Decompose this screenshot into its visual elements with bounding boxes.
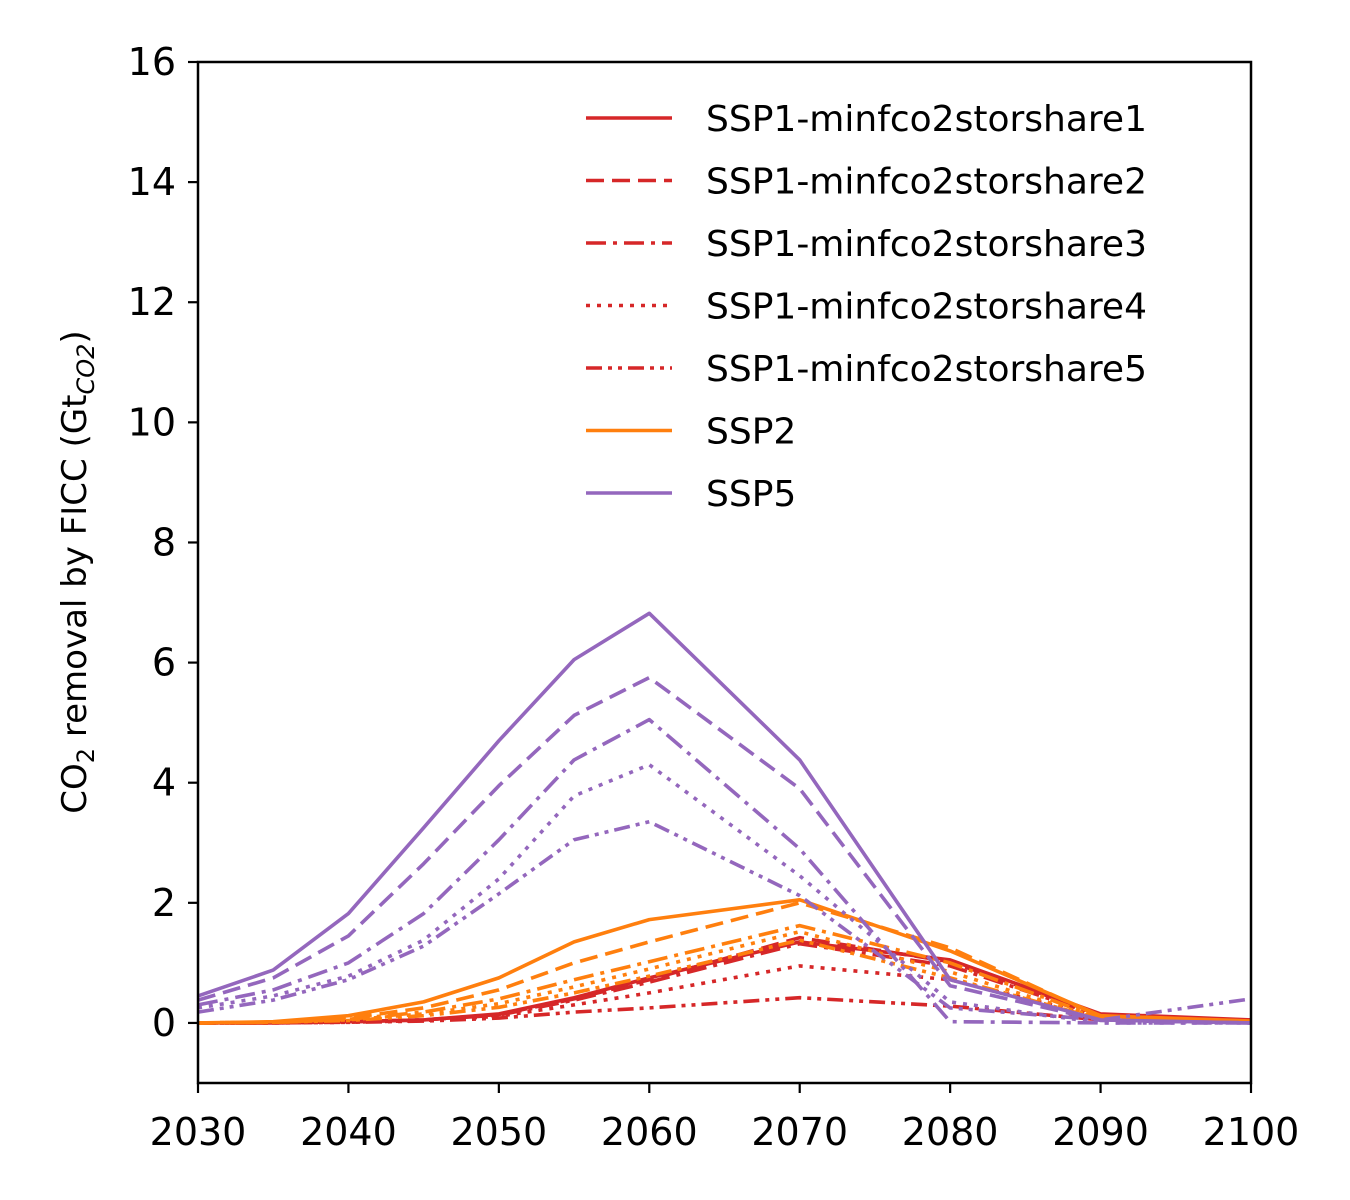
y-tick-label: 0 bbox=[152, 1001, 176, 1045]
y-tick-label: 2 bbox=[152, 881, 176, 925]
y-axis-label: CO2 removal by FICC (GtCO2) bbox=[55, 330, 100, 813]
series-layer bbox=[197, 611, 1252, 1025]
legend-label-1: SSP1-minfco2storshare2 bbox=[706, 162, 1147, 203]
y-label-main: CO bbox=[55, 763, 95, 814]
y-tick-label: 14 bbox=[128, 160, 176, 204]
x-tick-label: 2080 bbox=[902, 1110, 999, 1154]
y-label-sub: 2 bbox=[72, 748, 100, 763]
legend-label-5: SSP2 bbox=[706, 412, 796, 453]
ticks-layer: 2030 2040 2050 2060 2070 2080 2090 2100 0 2 4 6 8 10 1… bbox=[128, 40, 1300, 1154]
y-label-close: ) bbox=[55, 330, 95, 343]
series-line-1 bbox=[198, 935, 1252, 1025]
x-tick-label: 2040 bbox=[300, 1110, 397, 1154]
legend-label-10: SSP5 bbox=[706, 474, 796, 515]
x-tick-label: 2100 bbox=[1203, 1110, 1300, 1154]
series-line-12 bbox=[197, 717, 1251, 1025]
x-tick-label: 2030 bbox=[150, 1110, 247, 1154]
series-line-10 bbox=[197, 611, 1252, 1025]
series-line-4 bbox=[198, 995, 1252, 1025]
y-tick-label: 12 bbox=[128, 280, 176, 324]
series-line-5 bbox=[197, 897, 1252, 1025]
x-tick-label: 2060 bbox=[601, 1110, 698, 1154]
y-tick-label: 16 bbox=[128, 40, 176, 84]
y-label-rest: removal by FICC (Gt bbox=[55, 394, 95, 747]
x-tick-label: 2090 bbox=[1052, 1110, 1149, 1154]
legend: SSP1-minfco2storshare1 SSP1-minfco2storsh… bbox=[586, 99, 1147, 515]
plot-frame bbox=[196, 60, 1253, 1085]
series-line-14 bbox=[197, 819, 1252, 1022]
y-tick-label: 10 bbox=[128, 400, 176, 444]
series-line-3 bbox=[198, 964, 1252, 1025]
series-line-9 bbox=[197, 938, 1252, 1025]
x-tick-label: 2050 bbox=[450, 1110, 547, 1154]
y-label-unit-sub: CO2 bbox=[72, 344, 100, 395]
y-tick-label: 4 bbox=[152, 761, 176, 805]
x-tick-label: 2070 bbox=[751, 1110, 848, 1154]
y-tick-label: 6 bbox=[152, 641, 176, 685]
legend-label-2: SSP1-minfco2storshare3 bbox=[706, 224, 1147, 265]
series-line-11 bbox=[197, 675, 1252, 1025]
legend-label-0: SSP1-minfco2storshare1 bbox=[706, 99, 1147, 140]
series-line-7 bbox=[197, 923, 1252, 1025]
y-tick-label: 8 bbox=[152, 520, 176, 564]
legend-label-3: SSP1-minfco2storshare4 bbox=[706, 287, 1147, 328]
legend-label-4: SSP1-minfco2storshare5 bbox=[706, 349, 1147, 390]
series-line-13 bbox=[197, 762, 1251, 1025]
